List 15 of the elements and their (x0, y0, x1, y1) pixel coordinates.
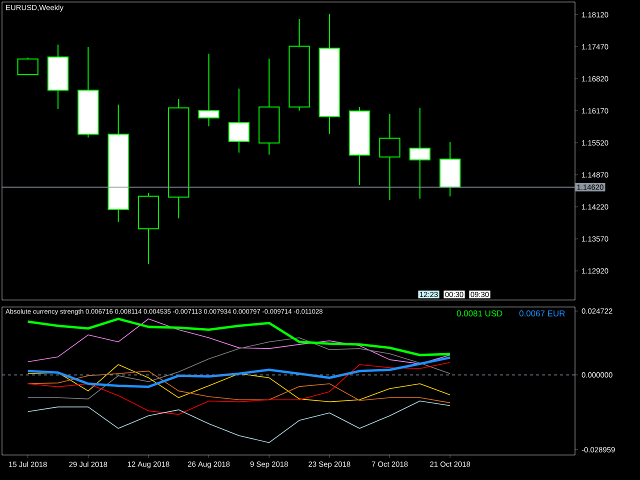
line-series (27, 400, 450, 443)
candlestick (17, 57, 38, 76)
candlestick (228, 88, 250, 154)
candlestick (409, 107, 430, 200)
line-series (27, 318, 450, 364)
line-series (27, 364, 450, 402)
line-series (27, 362, 450, 415)
line-series (27, 370, 450, 404)
line-series (26, 356, 452, 388)
line-series (27, 337, 450, 400)
line-series (26, 318, 452, 356)
candlestick (379, 113, 400, 200)
text: 0.0067 EUR (519, 310, 565, 316)
candlestick (198, 53, 220, 127)
text: 0.0081 USD (456, 310, 502, 316)
